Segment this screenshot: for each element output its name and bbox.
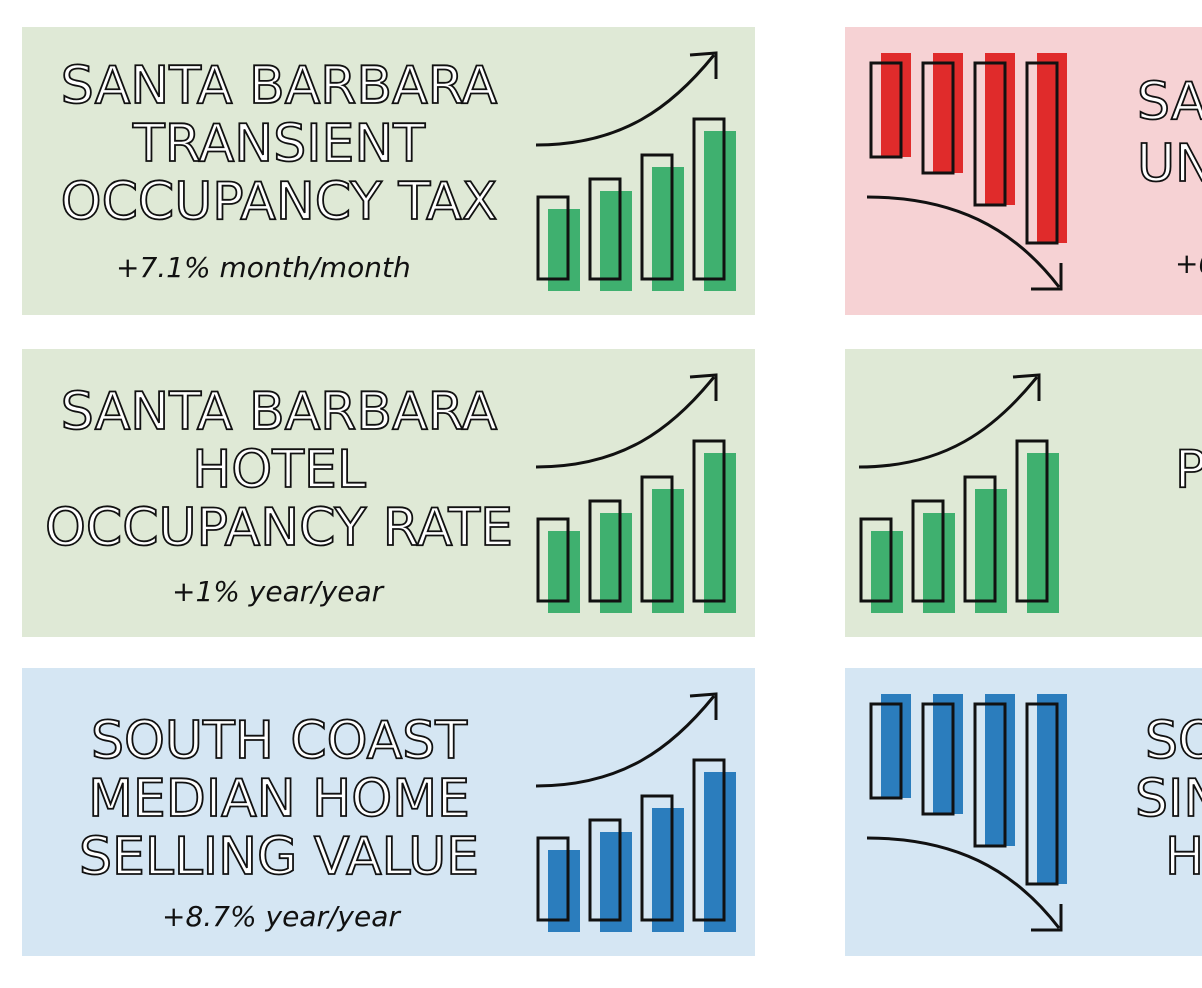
bar-fill bbox=[704, 131, 736, 291]
arrow-curve bbox=[535, 695, 716, 788]
title-line: UN bbox=[1136, 133, 1202, 195]
title-line: P bbox=[1174, 439, 1202, 501]
arrow-curve bbox=[535, 376, 716, 469]
card-partial-up: P bbox=[845, 349, 1202, 637]
card-title: SANTA BARBARA HOTEL OCCUPANCY RATE bbox=[40, 382, 518, 558]
card-unemployment: SA UN +0 bbox=[845, 27, 1202, 315]
arrow-head bbox=[1031, 263, 1063, 291]
card-hotel-occupancy-rate: SANTA BARBARA HOTEL OCCUPANCY RATE +1% y… bbox=[22, 349, 755, 637]
title-line: H bbox=[1164, 827, 1202, 887]
bar-outline bbox=[1015, 439, 1049, 603]
bar-outline bbox=[911, 499, 945, 603]
title-line: HOTEL bbox=[191, 440, 366, 500]
title-line: TRANSIENT bbox=[132, 114, 426, 174]
bar-fill bbox=[985, 53, 1015, 205]
title-line: OCCUPANCY RATE bbox=[44, 498, 514, 558]
trend-up-bar-chart-icon bbox=[855, 369, 1075, 629]
stat-change: +1% year/year bbox=[172, 575, 384, 608]
bar-fill bbox=[933, 694, 963, 814]
bar-outline bbox=[963, 475, 997, 603]
stat-change: +7.1% month/month bbox=[116, 251, 411, 284]
card-title: SOUTH COAST MEDIAN HOME SELLING VALUE bbox=[40, 711, 518, 887]
card-title: P bbox=[1174, 439, 1202, 501]
arrow-head bbox=[689, 373, 718, 401]
card-title: SO SIN H bbox=[1134, 711, 1202, 887]
bar-fill bbox=[923, 513, 955, 613]
bar-fill bbox=[881, 53, 911, 157]
bar-fill bbox=[600, 513, 632, 613]
card-median-home-selling-value: SOUTH COAST MEDIAN HOME SELLING VALUE +8… bbox=[22, 668, 755, 956]
bar-outline bbox=[692, 758, 726, 922]
card-title: SA UN bbox=[1136, 71, 1202, 195]
bar-fill bbox=[975, 489, 1007, 613]
bar-outline bbox=[869, 702, 903, 800]
arrow-curve bbox=[858, 376, 1039, 469]
trend-up-bar-chart-icon bbox=[532, 688, 752, 948]
bar-outline bbox=[692, 117, 726, 281]
bar-outline bbox=[1025, 702, 1059, 886]
stat-change: +0 bbox=[1175, 247, 1202, 280]
stat-change: +8.7% year/year bbox=[162, 900, 400, 933]
trend-down-bar-chart-icon bbox=[863, 688, 1083, 948]
arrow-curve bbox=[866, 195, 1061, 288]
bar-fill bbox=[600, 191, 632, 291]
arrow-curve bbox=[866, 836, 1061, 929]
bar-outline bbox=[692, 439, 726, 603]
title-line: MEDIAN HOME bbox=[87, 769, 471, 829]
bar-fill bbox=[933, 53, 963, 173]
bar-outline bbox=[921, 61, 955, 175]
bar-fill bbox=[652, 808, 684, 932]
bar-outline bbox=[588, 177, 622, 281]
title-line: SELLING VALUE bbox=[78, 827, 480, 887]
title-line: SANTA BARBARA bbox=[60, 56, 498, 116]
bar-fill bbox=[871, 531, 903, 613]
trend-up-bar-chart-icon bbox=[532, 369, 752, 629]
bar-fill bbox=[652, 489, 684, 613]
bar-outline bbox=[859, 517, 893, 603]
arrow-head bbox=[1031, 904, 1063, 932]
title-line: SO bbox=[1144, 711, 1202, 771]
bar-fill bbox=[548, 531, 580, 613]
trend-down-bar-chart-icon bbox=[863, 47, 1083, 307]
trend-up-bar-chart-icon bbox=[532, 47, 752, 307]
arrow-head bbox=[689, 51, 718, 79]
bar-outline bbox=[640, 794, 674, 922]
bar-fill bbox=[600, 832, 632, 932]
bar-outline bbox=[588, 818, 622, 922]
bar-fill bbox=[548, 850, 580, 932]
bar-fill bbox=[1037, 53, 1067, 243]
bar-outline bbox=[921, 702, 955, 816]
arrow-head bbox=[1012, 373, 1041, 401]
bar-outline bbox=[973, 61, 1007, 207]
bar-outline bbox=[640, 475, 674, 603]
bar-fill bbox=[1027, 453, 1059, 613]
card-single-family-homes: SO SIN H bbox=[845, 668, 1202, 956]
bar-outline bbox=[536, 195, 570, 281]
bar-outline bbox=[973, 702, 1007, 848]
bar-outline bbox=[536, 836, 570, 922]
bar-outline bbox=[588, 499, 622, 603]
bar-fill bbox=[881, 694, 911, 798]
card-transient-occupancy-tax: SANTA BARBARA TRANSIENT OCCUPANCY TAX +7… bbox=[22, 27, 755, 315]
bar-fill bbox=[548, 209, 580, 291]
arrow-curve bbox=[535, 54, 716, 147]
bar-fill bbox=[985, 694, 1015, 846]
title-line: SA bbox=[1136, 71, 1202, 133]
title-line: SIN bbox=[1134, 769, 1202, 829]
bar-fill bbox=[704, 453, 736, 613]
bar-outline bbox=[536, 517, 570, 603]
title-line: SOUTH COAST bbox=[90, 711, 468, 771]
title-line: SANTA BARBARA bbox=[60, 382, 498, 442]
bar-fill bbox=[652, 167, 684, 291]
arrow-head bbox=[689, 692, 718, 720]
bar-fill bbox=[1037, 694, 1067, 884]
bar-fill bbox=[704, 772, 736, 932]
card-title: SANTA BARBARA TRANSIENT OCCUPANCY TAX bbox=[40, 56, 518, 232]
bar-outline bbox=[1025, 61, 1059, 245]
bar-outline bbox=[640, 153, 674, 281]
bar-outline bbox=[869, 61, 903, 159]
title-line: OCCUPANCY TAX bbox=[60, 172, 499, 232]
